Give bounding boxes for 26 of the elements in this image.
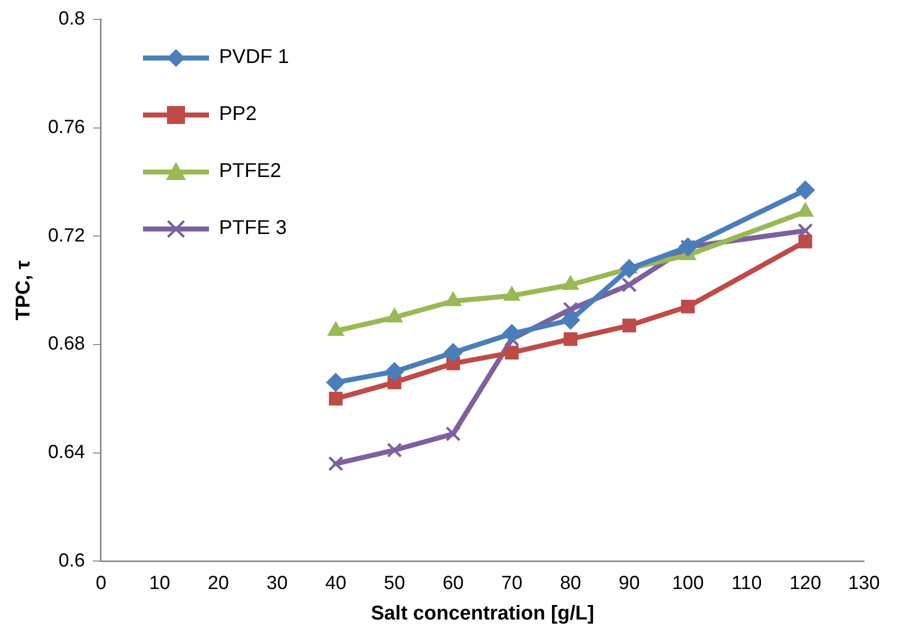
- x-tick-label: 20: [208, 572, 229, 594]
- x-tick-label: 30: [266, 572, 288, 594]
- x-tick-label: 40: [325, 572, 346, 594]
- legend-label: PVDF 1: [218, 46, 289, 70]
- x-tick-label: 90: [618, 572, 640, 594]
- y-tick-label: 0.8: [58, 8, 85, 30]
- x-tick-label: 80: [560, 572, 582, 594]
- y-tick-label: 0.6: [58, 550, 85, 572]
- legend-label: PTFE 3: [218, 217, 287, 240]
- x-tick-label: 10: [149, 572, 170, 594]
- y-tick-label: 0.68: [48, 334, 85, 355]
- x-tick-label: 120: [789, 572, 822, 594]
- y-tick-label: 0.76: [48, 116, 85, 138]
- x-axis-title: Salt concentration [g/L]: [370, 602, 594, 625]
- y-tick-label: 0.72: [48, 225, 85, 246]
- y-axis-title: TPC, τ: [12, 260, 35, 320]
- y-tick-label: 0.64: [48, 442, 86, 464]
- legend-label: PP2: [218, 103, 257, 126]
- x-tick-label: 110: [731, 572, 762, 594]
- x-tick-label: 50: [384, 572, 406, 594]
- x-tick-label: 100: [672, 572, 704, 594]
- x-tick-label: 70: [501, 572, 522, 594]
- legend-label: PTFE2: [218, 160, 282, 184]
- x-tick-label: 0: [96, 572, 106, 594]
- x-tick-label: 60: [442, 572, 464, 594]
- x-tick-label: 130: [848, 572, 880, 594]
